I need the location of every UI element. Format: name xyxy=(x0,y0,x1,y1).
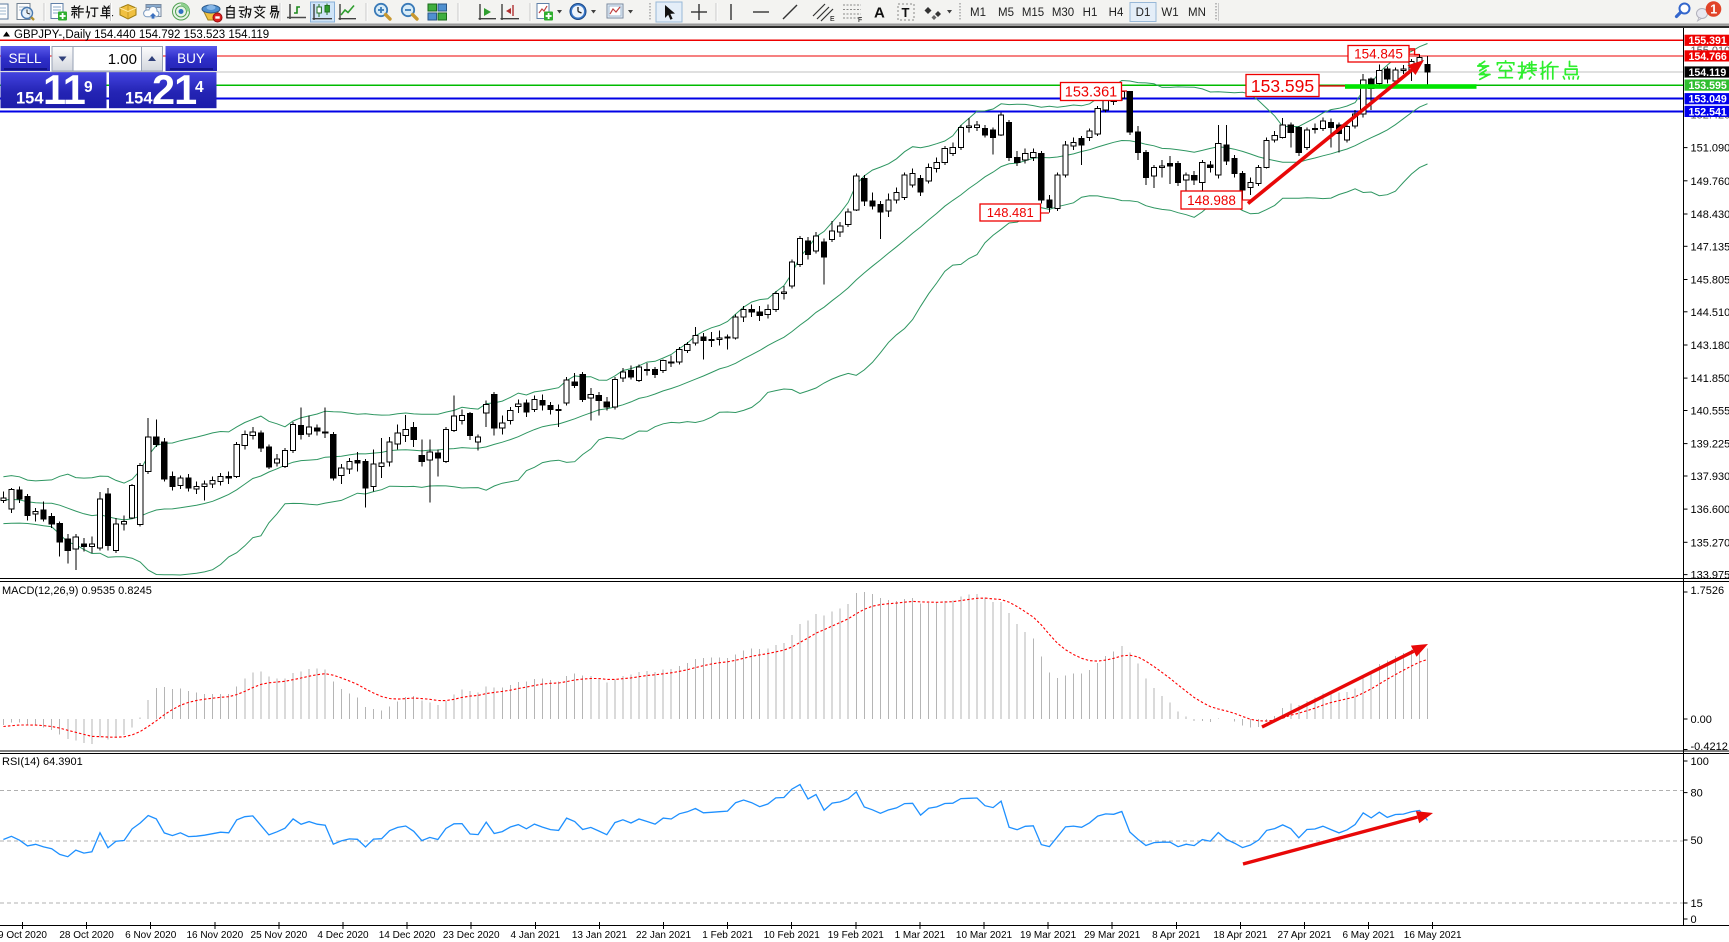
svg-text:9 Oct 2020: 9 Oct 2020 xyxy=(0,930,47,941)
svg-text:0.00: 0.00 xyxy=(1691,714,1712,726)
svg-text:11: 11 xyxy=(43,66,85,113)
svg-text:T: T xyxy=(902,5,910,20)
svg-text:9: 9 xyxy=(84,79,93,96)
svg-text:25 Nov 2020: 25 Nov 2020 xyxy=(251,930,308,941)
svg-text:140.555: 140.555 xyxy=(1691,406,1729,418)
svg-text:22 Jan 2021: 22 Jan 2021 xyxy=(636,930,691,941)
svg-text:144.510: 144.510 xyxy=(1691,307,1729,319)
svg-text:F: F xyxy=(858,17,862,24)
svg-text:148.481: 148.481 xyxy=(987,205,1034,220)
svg-text:W1: W1 xyxy=(1161,7,1178,19)
svg-text:M5: M5 xyxy=(998,7,1014,19)
svg-text:154.119: 154.119 xyxy=(1689,67,1727,79)
svg-text:148.988: 148.988 xyxy=(1187,193,1236,208)
svg-text:M30: M30 xyxy=(1052,7,1074,19)
svg-text:H1: H1 xyxy=(1083,7,1098,19)
svg-text:139.225: 139.225 xyxy=(1691,439,1729,451)
svg-text:133.975: 133.975 xyxy=(1691,570,1729,582)
svg-text:153.049: 153.049 xyxy=(1689,94,1727,106)
svg-text:6 May 2021: 6 May 2021 xyxy=(1342,930,1395,941)
svg-text:M1: M1 xyxy=(970,7,986,19)
svg-text:14 Dec 2020: 14 Dec 2020 xyxy=(379,930,436,941)
svg-text:GBPJPY-,Daily 154.440 154.792: GBPJPY-,Daily 154.440 154.792 153.523 15… xyxy=(14,29,269,41)
svg-text:153.361: 153.361 xyxy=(1065,85,1117,101)
svg-text:MACD(12,26,9) 0.9535 0.8245: MACD(12,26,9) 0.9535 0.8245 xyxy=(2,585,152,597)
svg-text:E: E xyxy=(830,16,835,23)
svg-text:6 Nov 2020: 6 Nov 2020 xyxy=(125,930,177,941)
svg-text:148.430: 148.430 xyxy=(1691,209,1729,221)
svg-text:100: 100 xyxy=(1691,756,1709,768)
svg-text:1 Feb 2021: 1 Feb 2021 xyxy=(702,930,753,941)
svg-text:15: 15 xyxy=(1691,898,1703,910)
svg-text:1.7526: 1.7526 xyxy=(1691,585,1725,597)
svg-text:136.600: 136.600 xyxy=(1691,504,1729,516)
svg-text:16 Nov 2020: 16 Nov 2020 xyxy=(186,930,243,941)
svg-text:SELL: SELL xyxy=(8,51,42,66)
svg-text:18 Apr 2021: 18 Apr 2021 xyxy=(1213,930,1267,941)
svg-text:1 Mar 2021: 1 Mar 2021 xyxy=(895,930,946,941)
svg-text:1.00: 1.00 xyxy=(108,51,137,68)
svg-text:80: 80 xyxy=(1691,788,1703,800)
svg-text:154: 154 xyxy=(125,90,153,108)
svg-text:4: 4 xyxy=(195,79,204,96)
svg-text:137.930: 137.930 xyxy=(1691,471,1729,483)
svg-text:MN: MN xyxy=(1188,7,1206,19)
svg-text:H4: H4 xyxy=(1109,7,1124,19)
svg-text:154.845: 154.845 xyxy=(1354,47,1403,62)
svg-text:135.270: 135.270 xyxy=(1691,537,1729,549)
svg-text:4 Dec 2020: 4 Dec 2020 xyxy=(317,930,369,941)
svg-text:BUY: BUY xyxy=(177,51,205,66)
svg-text:D1: D1 xyxy=(1136,7,1151,19)
svg-text:27 Apr 2021: 27 Apr 2021 xyxy=(1278,930,1332,941)
svg-text:152.541: 152.541 xyxy=(1689,106,1727,118)
svg-text:10 Feb 2021: 10 Feb 2021 xyxy=(764,930,821,941)
svg-text:13 Jan 2021: 13 Jan 2021 xyxy=(572,930,627,941)
svg-text:16 May 2021: 16 May 2021 xyxy=(1404,930,1462,941)
svg-text:0: 0 xyxy=(1691,914,1697,926)
svg-text:19 Mar 2021: 19 Mar 2021 xyxy=(1020,930,1077,941)
svg-text:145.805: 145.805 xyxy=(1691,275,1729,287)
svg-text:151.090: 151.090 xyxy=(1691,143,1729,155)
svg-text:28 Oct 2020: 28 Oct 2020 xyxy=(59,930,114,941)
svg-text:50: 50 xyxy=(1691,835,1703,847)
svg-text:153.595: 153.595 xyxy=(1251,76,1314,96)
svg-text:29 Mar 2021: 29 Mar 2021 xyxy=(1084,930,1141,941)
svg-text:21: 21 xyxy=(152,66,196,113)
svg-text:141.850: 141.850 xyxy=(1691,373,1729,385)
svg-text:154.766: 154.766 xyxy=(1689,51,1727,63)
svg-text:147.135: 147.135 xyxy=(1691,241,1729,253)
svg-text:1: 1 xyxy=(1710,2,1717,16)
svg-text:RSI(14) 64.3901: RSI(14) 64.3901 xyxy=(2,756,83,768)
svg-text:143.180: 143.180 xyxy=(1691,340,1729,352)
svg-text:153.595: 153.595 xyxy=(1689,80,1727,92)
svg-text:154: 154 xyxy=(16,90,44,108)
svg-text:A: A xyxy=(874,5,885,22)
svg-text:8 Apr 2021: 8 Apr 2021 xyxy=(1152,930,1201,941)
svg-text:4 Jan 2021: 4 Jan 2021 xyxy=(511,930,561,941)
svg-text:10 Mar 2021: 10 Mar 2021 xyxy=(956,930,1013,941)
svg-text:149.760: 149.760 xyxy=(1691,176,1729,188)
svg-text:155.391: 155.391 xyxy=(1689,35,1727,47)
svg-text:23 Dec 2020: 23 Dec 2020 xyxy=(443,930,500,941)
svg-text:M15: M15 xyxy=(1022,7,1044,19)
svg-text:-0.4212: -0.4212 xyxy=(1691,741,1728,753)
svg-text:19 Feb 2021: 19 Feb 2021 xyxy=(828,930,885,941)
